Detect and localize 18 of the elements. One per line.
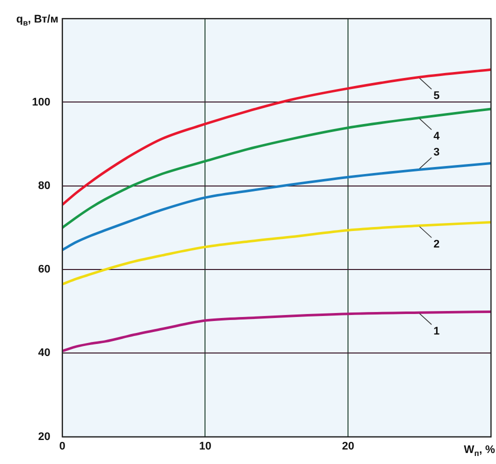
- x-tick-label: 0: [59, 440, 66, 452]
- x-tick-label: 20: [342, 440, 354, 452]
- y-tick-label: 20: [38, 430, 50, 443]
- y-tick-label: 60: [38, 264, 50, 276]
- x-tick-label: 10: [199, 440, 212, 452]
- series-label: 5: [434, 90, 440, 102]
- line-series: [62, 108, 491, 229]
- y-tick-label: 80: [38, 180, 50, 192]
- line-series: [62, 162, 491, 252]
- line-series: [62, 221, 491, 286]
- y-tick-label: 100: [32, 96, 50, 108]
- y-tick-label: 40: [38, 347, 50, 360]
- series-label: 4: [434, 130, 441, 143]
- line-series: [62, 68, 491, 206]
- line-series: [62, 310, 491, 352]
- series-label: 1: [434, 326, 440, 338]
- series-label: 3: [434, 146, 440, 159]
- series-label: 2: [434, 238, 440, 251]
